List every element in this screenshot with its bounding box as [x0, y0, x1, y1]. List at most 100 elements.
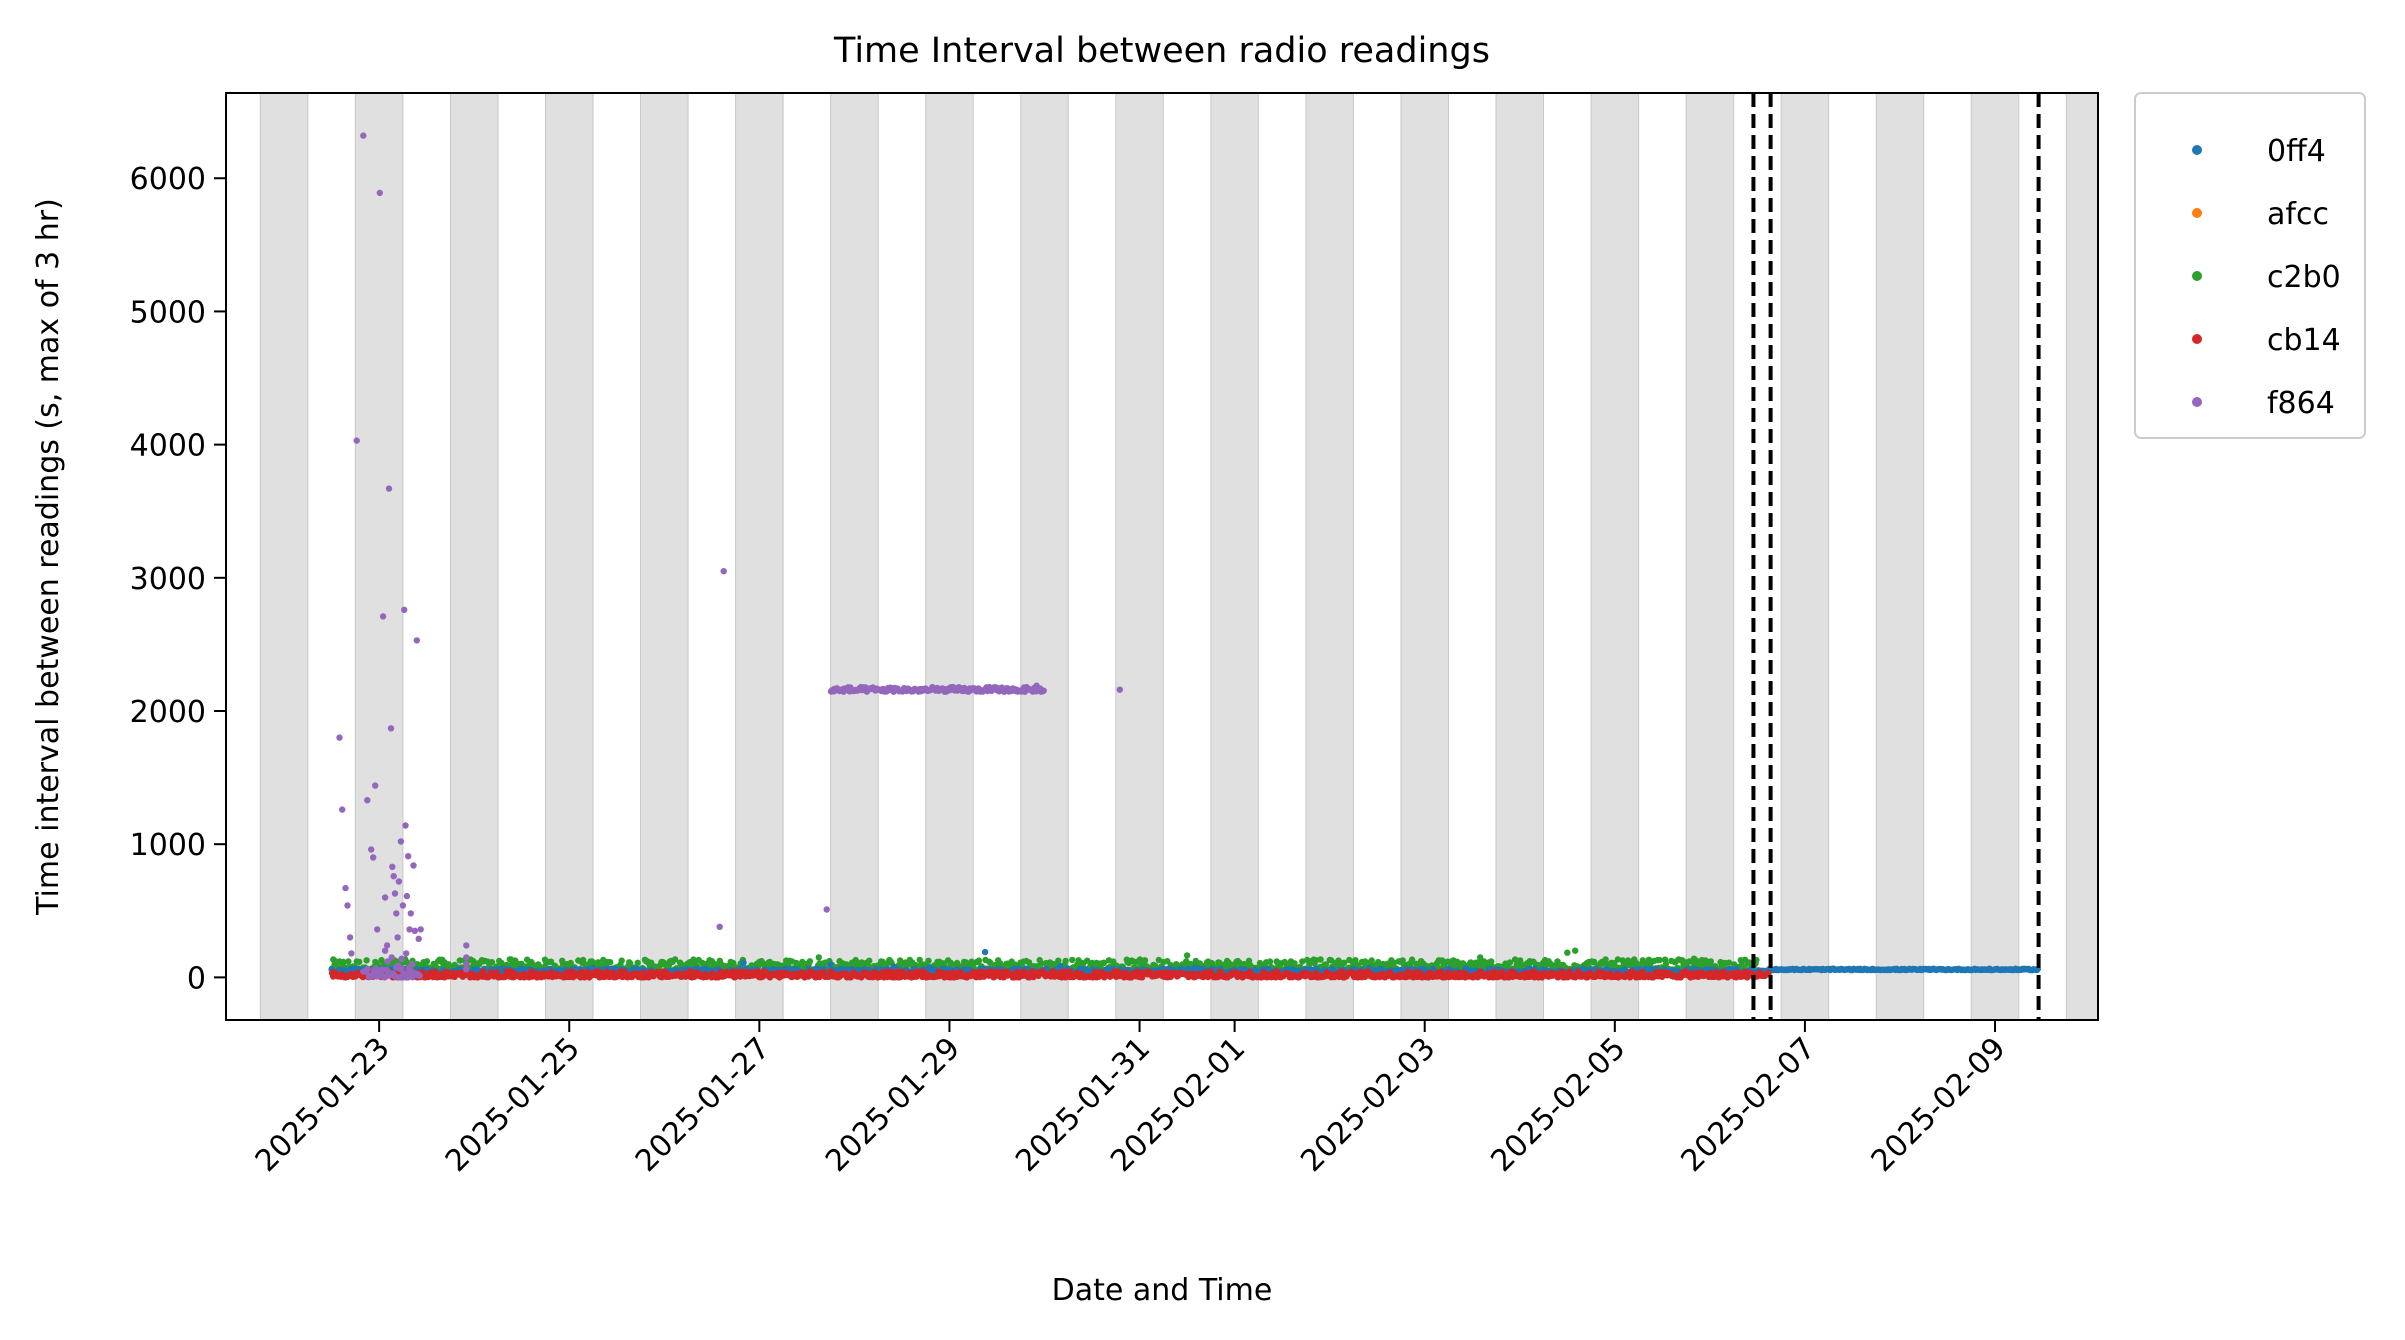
night-band: [925, 93, 974, 1020]
data-point: [384, 958, 391, 965]
data-point: [1662, 960, 1670, 968]
data-point: [627, 960, 634, 967]
data-point: [381, 947, 389, 954]
data-point: [607, 959, 614, 966]
data-point: [410, 862, 417, 869]
night-band: [2065, 93, 2098, 1020]
chart-title: Time Interval between radio readings: [833, 31, 1490, 71]
data-point: [399, 902, 407, 909]
data-point: [1338, 968, 1346, 975]
night-band: [1115, 93, 1164, 1020]
data-point: [547, 958, 555, 965]
data-point: [1100, 959, 1108, 966]
data-point: [1765, 970, 1772, 977]
data-point: [479, 968, 487, 975]
data-point: [648, 959, 655, 966]
data-point: [1057, 962, 1064, 970]
data-point: [1062, 957, 1069, 965]
data-point: [1055, 957, 1062, 964]
data-point: [393, 910, 400, 917]
data-point: [1116, 686, 1124, 693]
night-band: [1305, 93, 1354, 1020]
data-point: [381, 894, 389, 901]
data-point: [379, 613, 387, 620]
data-point: [344, 902, 351, 909]
legend-label: afcc: [2267, 197, 2329, 232]
data-point: [1038, 960, 1045, 967]
data-point: [345, 958, 352, 965]
data-point: [463, 954, 470, 961]
data-point: [887, 968, 894, 975]
data-point: [394, 934, 401, 941]
data-point: [925, 957, 932, 964]
data-point: [926, 964, 933, 971]
night-band: [1590, 93, 1640, 1020]
data-point: [336, 734, 343, 741]
legend-marker: [2192, 271, 2202, 281]
y-axis: 0 1000 2000 3000 4000 5000 6000: [130, 162, 226, 996]
data-point: [716, 923, 723, 930]
data-point: [1477, 954, 1484, 961]
data-point: [376, 189, 383, 197]
data-point: [346, 934, 354, 941]
x-tick-label: 2025-01-25: [439, 1031, 587, 1179]
x-tick-label: 2025-01-23: [249, 1031, 397, 1179]
data-point: [374, 926, 381, 933]
data-point: [372, 782, 379, 789]
data-point: [423, 958, 431, 965]
data-point: [391, 890, 399, 897]
y-tick-label: 0: [187, 961, 206, 996]
legend-marker: [2192, 397, 2202, 407]
night-band: [544, 93, 594, 1020]
data-point: [364, 797, 371, 804]
data-point: [405, 964, 412, 972]
legend-marker: [2192, 334, 2202, 344]
data-point: [397, 838, 405, 845]
data-point: [1506, 959, 1514, 966]
plot-frame: [225, 92, 2099, 1021]
data-point: [579, 956, 587, 964]
series-cb14: [328, 968, 1772, 981]
data-point: [676, 959, 684, 966]
y-tick-label: 4000: [130, 429, 206, 464]
data-point: [1183, 952, 1191, 959]
night-band: [735, 93, 784, 1020]
data-point: [1040, 687, 1047, 694]
data-point: [342, 884, 349, 892]
night-band: [259, 93, 309, 1020]
legend: 0ff4 afcc c2b0 cb14 f864: [2134, 92, 2366, 439]
data-point: [1707, 958, 1715, 965]
data-point: [1322, 961, 1330, 968]
data-point: [1141, 957, 1149, 964]
data-point: [1352, 957, 1359, 964]
y-tick-label: 3000: [130, 562, 206, 597]
data-point: [1299, 958, 1306, 965]
data-point: [621, 968, 629, 975]
x-tick-label: 2025-01-29: [819, 1031, 967, 1179]
data-point: [823, 906, 830, 913]
data-point: [671, 956, 679, 963]
data-point: [1317, 956, 1324, 963]
data-point: [378, 957, 385, 964]
data-point: [1690, 955, 1698, 962]
x-axis-label: Date and Time: [1052, 1273, 1273, 1308]
data-point: [1390, 959, 1398, 966]
data-point: [799, 958, 806, 966]
data-point: [1590, 958, 1598, 965]
data-point: [403, 892, 411, 900]
night-bands: [259, 93, 2098, 1020]
data-point: [456, 957, 463, 964]
data-point: [1656, 956, 1663, 964]
data-point: [897, 957, 904, 964]
data-point: [360, 132, 367, 139]
data-point: [634, 959, 641, 966]
data-point: [754, 968, 762, 975]
data-point: [815, 954, 822, 961]
y-tick-label: 6000: [130, 162, 206, 197]
data-point: [415, 935, 422, 942]
night-band: [830, 93, 879, 1020]
x-tick-label: 2025-02-05: [1484, 1031, 1632, 1179]
night-band: [1400, 93, 1449, 1020]
